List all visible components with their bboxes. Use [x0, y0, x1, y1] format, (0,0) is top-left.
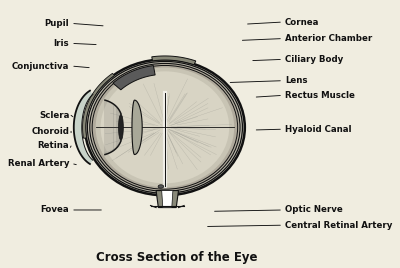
Text: Choroid: Choroid: [32, 127, 69, 136]
Ellipse shape: [90, 64, 239, 191]
Text: Rectus Muscle: Rectus Muscle: [285, 91, 355, 100]
Text: Sclera: Sclera: [39, 111, 69, 120]
Polygon shape: [132, 100, 142, 155]
Polygon shape: [162, 191, 173, 207]
Text: Anterior Chamber: Anterior Chamber: [285, 34, 372, 43]
Polygon shape: [152, 56, 196, 65]
Text: Fovea: Fovea: [41, 206, 69, 214]
Text: Hyaloid Canal: Hyaloid Canal: [285, 125, 351, 134]
Text: Renal Artery: Renal Artery: [8, 159, 69, 168]
Text: Iris: Iris: [54, 39, 69, 48]
Text: Retina: Retina: [38, 142, 69, 151]
Text: Ciliary Body: Ciliary Body: [285, 55, 343, 64]
Text: Pupil: Pupil: [45, 19, 69, 28]
Ellipse shape: [85, 59, 245, 195]
Ellipse shape: [101, 71, 229, 183]
Text: Conjunctiva: Conjunctiva: [12, 62, 69, 70]
Ellipse shape: [158, 185, 164, 188]
Text: Cornea: Cornea: [285, 17, 319, 27]
Text: Optic Nerve: Optic Nerve: [285, 206, 342, 214]
Polygon shape: [82, 73, 114, 138]
Polygon shape: [74, 91, 93, 164]
Text: Cross Section of the Eye: Cross Section of the Eye: [96, 251, 258, 264]
Text: Central Retinal Artery: Central Retinal Artery: [285, 221, 392, 230]
Polygon shape: [113, 66, 155, 90]
Text: Lens: Lens: [285, 76, 307, 85]
Ellipse shape: [118, 114, 123, 140]
Polygon shape: [156, 191, 178, 207]
Ellipse shape: [96, 68, 234, 187]
